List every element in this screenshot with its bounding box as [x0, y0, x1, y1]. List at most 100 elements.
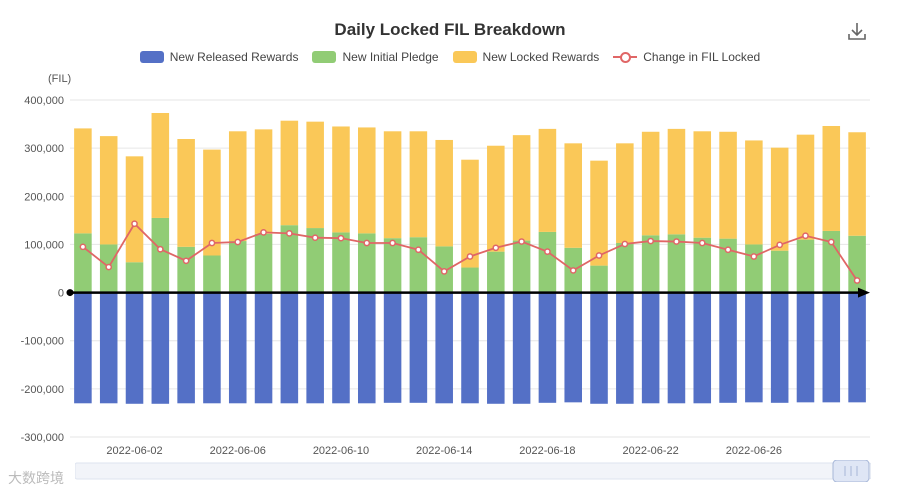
bar-locked [822, 125, 841, 231]
y-tick-label: 300,000 [24, 143, 64, 155]
legend-swatch-change [613, 51, 638, 63]
bar-released [512, 292, 531, 404]
bar-released [461, 292, 479, 404]
bar-pledge [177, 246, 195, 293]
bar-pledge [228, 241, 247, 293]
legend-item-locked[interactable]: New Locked Rewards [452, 50, 599, 64]
bar-locked [332, 126, 350, 233]
y-axis-ticks: 400,000 300,000 200,000 100,000 0 -100,000 -20… [21, 95, 64, 444]
bar-locked [435, 139, 453, 247]
bar-released [151, 292, 170, 404]
bar-locked [254, 129, 273, 234]
bar-locked [616, 143, 634, 243]
bar-pledge [306, 228, 324, 293]
line-change-point [673, 238, 680, 245]
legend-item-released[interactable]: New Released Rewards [139, 50, 298, 64]
zero-axis [66, 287, 870, 298]
line-change-point [853, 277, 861, 284]
y-tick-label: 400,000 [24, 95, 64, 107]
line-change-point [234, 238, 242, 246]
bar-pledge [280, 225, 299, 293]
bar-pledge [667, 234, 686, 293]
bar-locked [461, 159, 479, 268]
line-change-point [827, 238, 835, 246]
watermark: 大数跨境 [8, 470, 64, 486]
bar-released [616, 292, 634, 404]
y-tick-label: 200,000 [24, 191, 64, 203]
line-change-point [466, 253, 474, 260]
bar-pledge [74, 233, 92, 293]
legend-swatch-locked [452, 51, 477, 63]
line-change-point [156, 245, 164, 253]
line-change-point [802, 232, 809, 240]
bar-released [796, 292, 815, 403]
x-tick-label: 2022-06-26 [726, 445, 782, 457]
y-tick-label: -200,000 [21, 384, 64, 396]
bar-pledge [254, 233, 273, 293]
legend-label-change: Change in FIL Locked [643, 50, 761, 64]
bar-locked [848, 132, 866, 236]
bar-pledge [383, 238, 402, 293]
bar-released [487, 292, 505, 404]
chart-title: Daily Locked FIL Breakdown [334, 20, 566, 39]
bar-released [254, 292, 273, 404]
bar-pledge [461, 267, 479, 293]
line-change-point [750, 253, 758, 260]
bar-released [848, 292, 866, 403]
legend-item-pledge[interactable]: New Initial Pledge [312, 50, 439, 64]
legend-item-change[interactable]: Change in FIL Locked [613, 50, 760, 64]
bar-locked [512, 135, 531, 241]
bar-released [719, 292, 737, 403]
bar-released [564, 292, 582, 403]
y-tick-label: 0 [58, 288, 64, 300]
bar-released [203, 292, 221, 404]
legend-swatch-released [139, 51, 164, 63]
bar-locked [641, 131, 660, 236]
bar-released [770, 292, 789, 403]
bar-series [74, 112, 866, 404]
line-change-point [286, 230, 293, 237]
bar-locked [74, 128, 92, 234]
bar-released [693, 292, 712, 404]
line-change-point [337, 234, 345, 242]
bar-released [306, 292, 324, 404]
download-icon[interactable] [846, 20, 868, 42]
x-tick-label: 2022-06-06 [210, 445, 266, 457]
line-change-point [518, 238, 525, 245]
line-change-point [440, 268, 448, 275]
line-change-point [544, 248, 551, 255]
line-change-point [698, 239, 706, 247]
bar-released [332, 292, 350, 404]
bar-pledge [796, 239, 815, 293]
bar-pledge [487, 251, 505, 293]
bar-pledge [719, 238, 737, 293]
line-change-point [647, 237, 654, 245]
bar-released [435, 292, 453, 404]
bar-released [409, 292, 428, 403]
bar-released [74, 292, 92, 404]
line-change-point [389, 239, 396, 247]
bar-released [358, 292, 376, 404]
bar-locked [719, 131, 737, 239]
bar-released [745, 292, 763, 403]
x-tick-label: 2022-06-18 [519, 445, 575, 457]
chart-legend: New Released Rewards New Initial Pledge … [0, 50, 900, 64]
bar-locked [667, 128, 686, 235]
bar-released [383, 292, 402, 403]
bar-locked [151, 112, 170, 218]
bar-pledge [203, 255, 221, 293]
bar-locked [228, 131, 247, 242]
line-change-point [724, 246, 732, 254]
x-tick-label: 2022-06-22 [623, 445, 679, 457]
bar-locked [99, 136, 118, 245]
data-zoom-slider[interactable] [75, 460, 871, 482]
line-change-point [311, 234, 319, 242]
line-change-point [595, 252, 603, 259]
bar-released [280, 292, 299, 404]
bar-released [125, 292, 144, 404]
bar-pledge [616, 242, 634, 293]
x-tick-label: 2022-06-10 [313, 445, 369, 457]
bar-pledge [693, 237, 712, 293]
bar-locked [538, 128, 557, 232]
y-axis-unit: (FIL) [48, 73, 71, 85]
